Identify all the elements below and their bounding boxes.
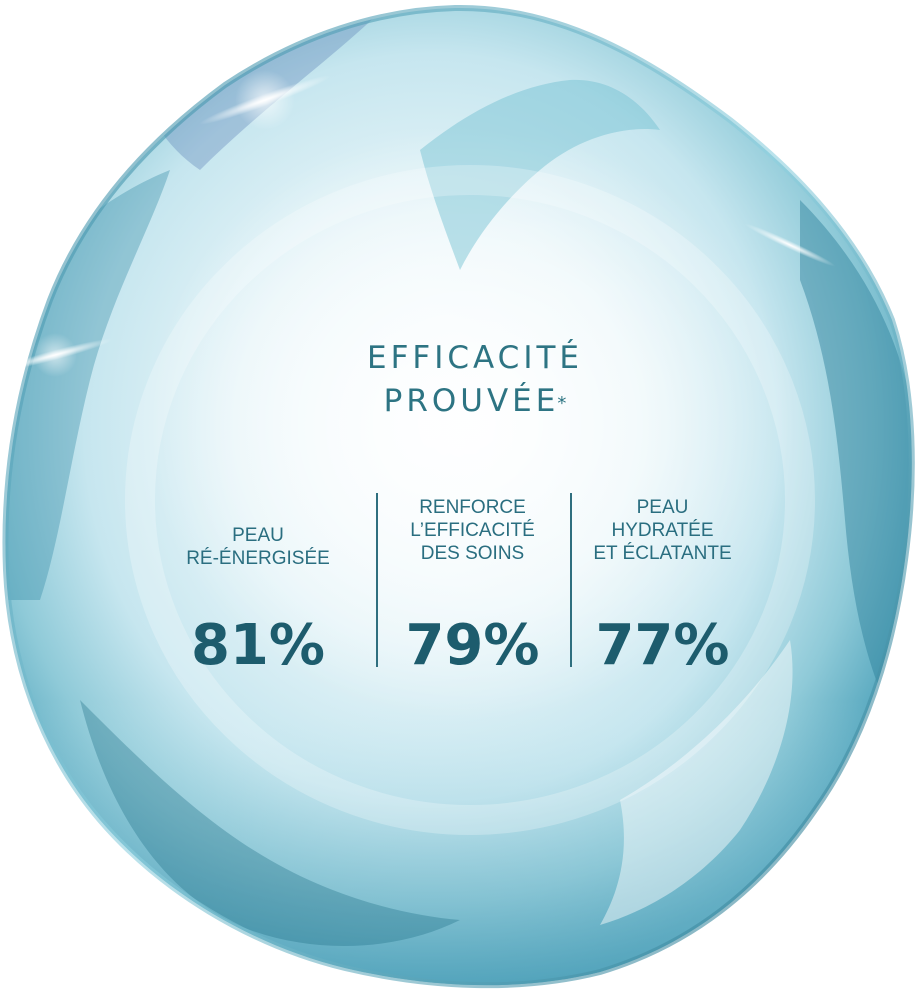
footnote-asterisk: * bbox=[557, 393, 567, 414]
stat-re-energized-skin: PEAU RÉ-ÉNERGISÉE 81% bbox=[158, 492, 358, 677]
page-title: EFFICACITÉ PROUVÉE* bbox=[300, 337, 650, 423]
divider bbox=[570, 493, 572, 667]
title-line-2: PROUVÉE* bbox=[300, 380, 650, 423]
title-line-1: EFFICACITÉ bbox=[366, 340, 583, 376]
stat-label: PEAU RÉ-ÉNERGISÉE bbox=[186, 525, 330, 569]
divider bbox=[376, 493, 378, 667]
title-line-2-text: PROUVÉE bbox=[383, 383, 560, 419]
stat-label: RENFORCE L’EFFICACITÉ DES SOINS bbox=[410, 497, 535, 564]
stat-value: 77% bbox=[595, 613, 730, 678]
stat-value: 79% bbox=[405, 613, 540, 678]
stat-boosts-care-efficacy: RENFORCE L’EFFICACITÉ DES SOINS 79% bbox=[380, 492, 565, 677]
stat-value: 81% bbox=[190, 613, 326, 678]
stat-label: PEAU HYDRATÉE ET ÉCLATANTE bbox=[593, 497, 732, 564]
stat-hydrated-radiant-skin: PEAU HYDRATÉE ET ÉCLATANTE 77% bbox=[570, 492, 755, 677]
